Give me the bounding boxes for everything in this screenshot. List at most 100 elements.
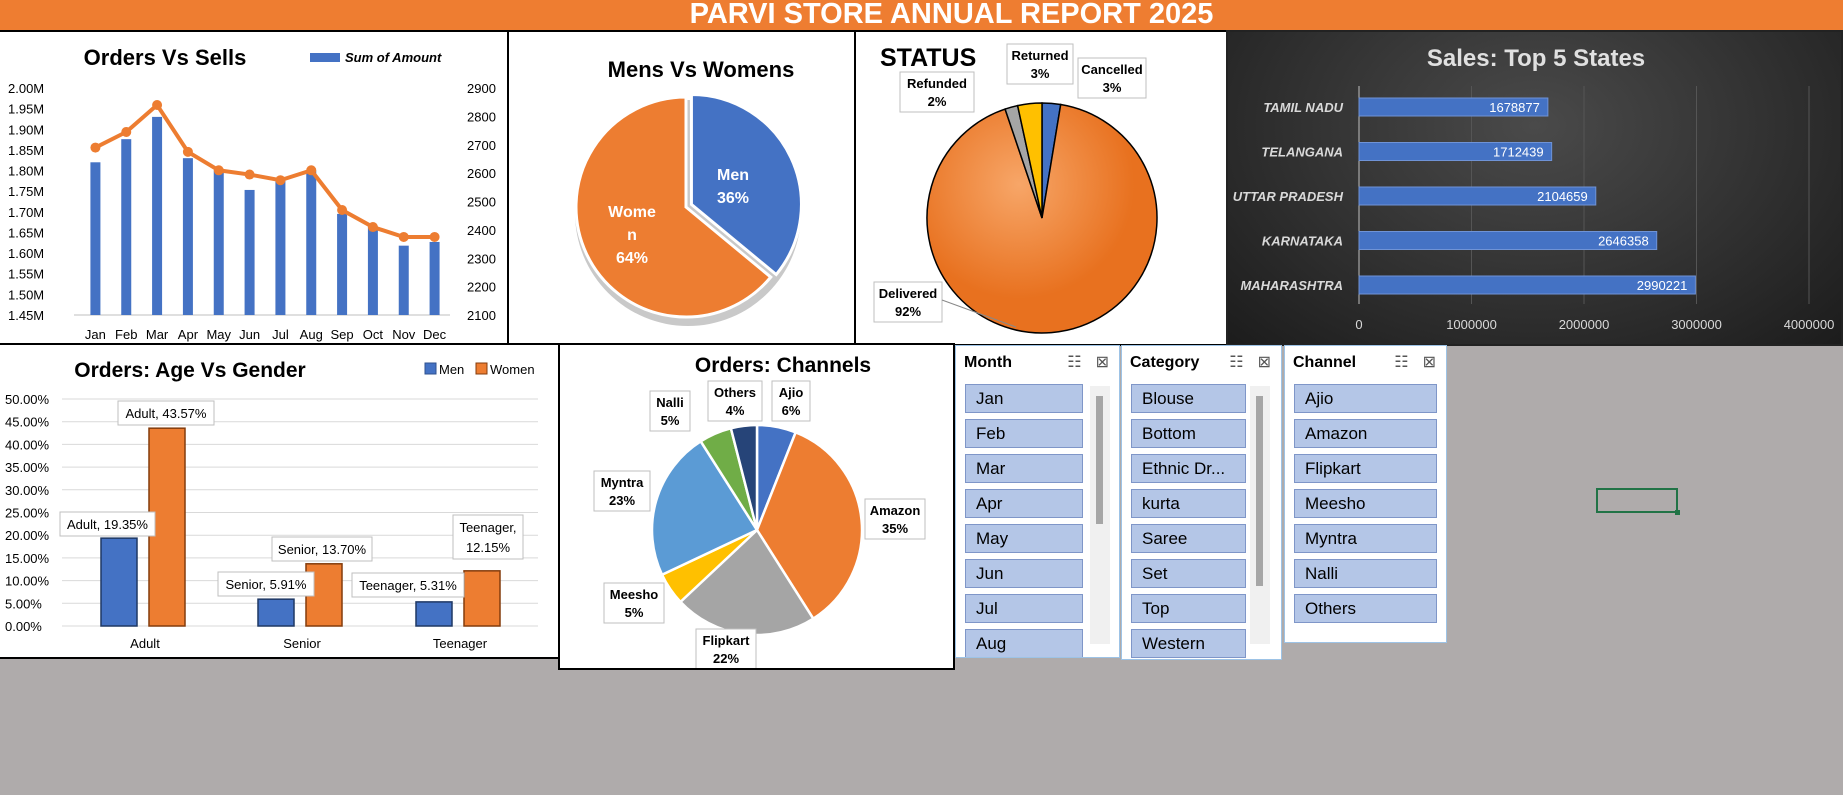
label-senior-men-text: Senior, 5.91% (226, 577, 307, 592)
label-teen-men-text: Teenager, 5.31% (359, 578, 457, 593)
orders-line (94, 102, 435, 239)
right-axis-tick: 2300 (467, 251, 496, 266)
slice-pct-men: 36% (717, 190, 749, 207)
bar-maharashtra (1358, 275, 1696, 295)
slicer-item-channel[interactable]: Myntra (1294, 524, 1437, 553)
clear-filter-icon[interactable]: ⊠ (1422, 354, 1436, 371)
label-teen-men-box (351, 572, 465, 598)
x-axis-tick: 4000000 (1784, 317, 1835, 332)
y-axis-tick: 45.00% (5, 415, 50, 430)
channel-slicer[interactable]: Channel ☷ ⊠ Ajio Amazon Flipkart Meesho Myntr… (1284, 345, 1447, 643)
right-axis-tick: 2600 (467, 166, 496, 181)
chart-title: STATUS (880, 44, 976, 72)
multi-select-icon[interactable]: ☷ (1394, 354, 1409, 371)
slice-label-men: Men (717, 167, 749, 184)
bar-men-senior (257, 598, 295, 627)
slicer-item-month[interactable]: Apr (965, 489, 1083, 518)
slicer-item-category[interactable]: kurta (1131, 489, 1246, 518)
category-slicer-title: Category (1130, 354, 1200, 371)
x-axis-tick: Adult (130, 636, 160, 651)
y-axis-tick: 50.00% (5, 392, 50, 407)
age-vs-gender-panel[interactable]: Orders: Age Vs Gender Men Women 50.00% 45.00… (0, 343, 560, 659)
slicer-item-category[interactable]: Ethnic Dr... (1131, 454, 1246, 483)
x-axis-tick: Nov (392, 327, 416, 342)
clear-filter-icon[interactable]: ⊠ (1257, 354, 1271, 371)
orders-point-may (213, 165, 224, 176)
slicer-item-channel[interactable]: Flipkart (1294, 454, 1437, 483)
top-states-panel[interactable]: Sales: Top 5 States 0 1000000 2000000 300000… (1226, 30, 1843, 346)
status-panel[interactable]: STATUS Cancelled 3% Returned 3% Refunded 2% Del… (854, 30, 1228, 346)
orders-point-mar (152, 100, 163, 111)
mens-vs-womens-chart: Mens Vs Womens Men 36% Wome n 64% (574, 57, 803, 326)
slicer-item-channel[interactable]: Meesho (1294, 489, 1437, 518)
bar-telangana (1358, 142, 1553, 161)
right-axis-tick: 2700 (467, 138, 496, 153)
category-scroll-thumb[interactable] (1256, 396, 1263, 586)
slicer-item-month[interactable]: Jan (965, 384, 1083, 413)
legend-women-swatch (475, 362, 488, 375)
bar-mar (152, 116, 163, 316)
y-axis-tick: 30.00% (5, 483, 50, 498)
slicer-item-category[interactable]: Top (1131, 594, 1246, 623)
slicer-item-category[interactable]: Blouse (1131, 384, 1246, 413)
label-refunded-box (899, 71, 975, 113)
category-scrollbar[interactable] (1250, 386, 1270, 644)
right-axis-tick: 2900 (467, 81, 496, 96)
channels-panel[interactable]: Orders: Channels Ajio 6% Amazon 35% Flipkart 2… (558, 343, 955, 670)
legend-swatch (310, 53, 340, 62)
multi-select-icon[interactable]: ☷ (1067, 354, 1082, 371)
label-adult-women-text: Adult, 43.57% (126, 406, 207, 421)
x-axis-tick: May (206, 327, 231, 342)
label-myntra-text: 23% (609, 493, 635, 508)
label-amazon-text: Amazon (870, 503, 921, 518)
legend-label: Sum of Amount (345, 50, 442, 65)
y-axis-tick: 10.00% (5, 574, 50, 589)
multi-select-icon[interactable]: ☷ (1229, 354, 1244, 371)
orders-vs-sells-panel[interactable]: Orders Vs Sells Sum of Amount 2.00M 1.95M 1.… (0, 30, 509, 346)
label-others-box (707, 380, 763, 422)
month-scrollbar[interactable] (1090, 386, 1110, 644)
slicer-item-category[interactable]: Bottom (1131, 419, 1246, 448)
orders-point-jul (275, 175, 286, 186)
label-ajio-box (771, 380, 811, 422)
clear-filter-icon[interactable]: ⊠ (1095, 354, 1109, 371)
month-scroll-thumb[interactable] (1096, 396, 1103, 524)
channels-chart: Orders: Channels Ajio 6% Amazon 35% Flipkart 2… (593, 354, 926, 668)
bar-dec (429, 241, 440, 315)
bar-aug (306, 170, 317, 315)
label-flipkart-text: 22% (713, 651, 739, 666)
mens-vs-womens-panel[interactable]: Mens Vs Womens Men 36% Wome n 64% (507, 30, 856, 346)
slice-returned (1016, 102, 1043, 219)
label-amazon-text: 35% (882, 521, 908, 536)
slicer-item-month[interactable]: Feb (965, 419, 1083, 448)
slicer-item-category[interactable]: Western (1131, 629, 1246, 658)
slicer-item-category[interactable]: Set (1131, 559, 1246, 588)
label-teen-women-box (452, 514, 524, 560)
slicer-item-month[interactable]: May (965, 524, 1083, 553)
right-axis-tick: 2800 (467, 109, 496, 124)
x-axis-tick: Senior (283, 636, 321, 651)
slicer-item-month[interactable]: Aug (965, 629, 1083, 657)
slicer-item-channel[interactable]: Ajio (1294, 384, 1437, 413)
left-axis-tick: 1.50M (8, 287, 44, 302)
label-delivered-box (873, 281, 943, 323)
orders-point-nov (398, 231, 409, 242)
slicer-item-month[interactable]: Jun (965, 559, 1083, 588)
slicer-item-channel[interactable]: Nalli (1294, 559, 1437, 588)
label-teen-women-text: Teenager, (459, 520, 516, 535)
slicer-item-category[interactable]: Saree (1131, 524, 1246, 553)
label-flipkart-text: Flipkart (703, 633, 751, 648)
slicer-item-month[interactable]: Jul (965, 594, 1083, 623)
slicer-item-channel[interactable]: Others (1294, 594, 1437, 623)
slicer-item-month[interactable]: Mar (965, 454, 1083, 483)
category-slicer[interactable]: Category ☷ ⊠ Blouse Bottom Ethnic Dr... kurt… (1121, 345, 1282, 660)
category-label: KARNATAKA (1262, 234, 1343, 249)
label-others-text: Others (714, 385, 756, 400)
channel-slicer-title: Channel (1293, 354, 1357, 371)
label-senior-men-box (217, 571, 315, 597)
month-slicer[interactable]: Month ☷ ⊠ Jan Feb Mar Apr May Jun Jul Aug (955, 345, 1120, 658)
bar-women-teenager (463, 570, 501, 627)
report-banner: PARVI STORE ANNUAL REPORT 2025 (0, 0, 1843, 31)
selected-cell[interactable] (1596, 488, 1680, 515)
slicer-item-channel[interactable]: Amazon (1294, 419, 1437, 448)
